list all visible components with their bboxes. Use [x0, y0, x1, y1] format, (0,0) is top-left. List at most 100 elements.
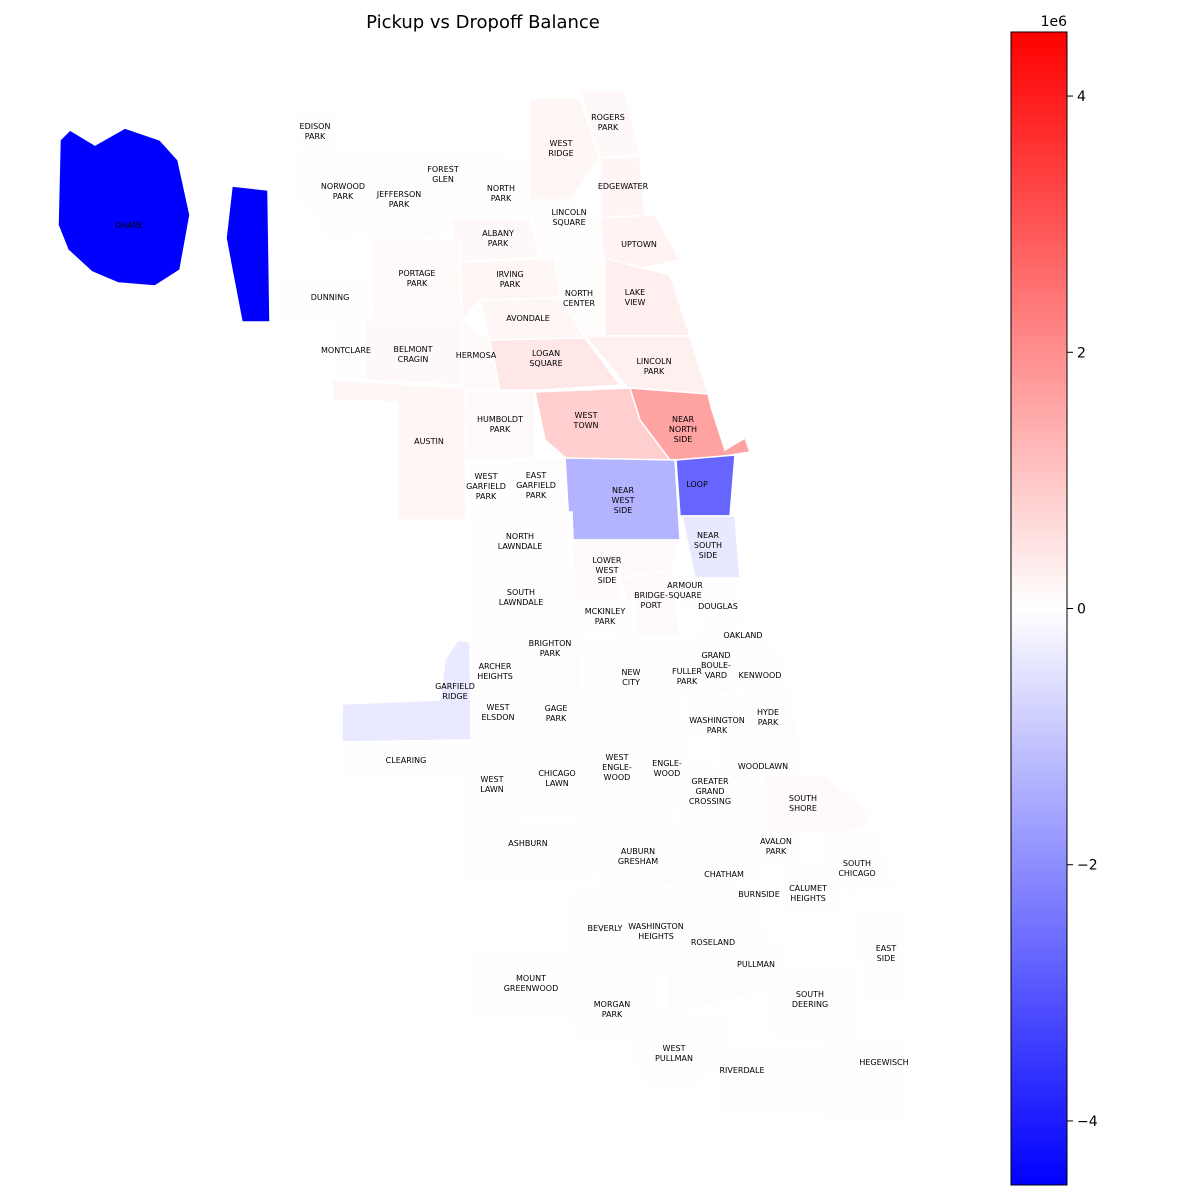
region-ohare — [57, 127, 271, 323]
label-gage-park: GAGE PARK — [545, 704, 568, 723]
label-garfield-ridge: GARFIELD RIDGE — [435, 682, 475, 701]
region-east-side — [854, 911, 906, 1001]
label-east-garfield-park: EAST GARFIELD PARK — [516, 471, 556, 500]
label-edgewater: EDGEWATER — [598, 182, 649, 191]
label-west-lawn: WEST LAWN — [480, 775, 504, 794]
region-north-lawndale — [467, 511, 575, 571]
region-uptown — [599, 214, 682, 277]
label-avalon-park: AVALON PARK — [760, 837, 792, 856]
colorbar-ticks: 4 2 0 −2 −4 — [1067, 89, 1098, 1130]
label-jefferson-park: JEFFERSON PARK — [376, 190, 422, 209]
label-auburn-gresham: AUBURN GRESHAM — [618, 847, 658, 866]
label-washington-park: WASHINGTON PARK — [689, 716, 744, 735]
region-riverdale — [714, 1044, 821, 1116]
label-beverly: BEVERLY — [588, 924, 623, 933]
label-norwood-park: NORWOOD PARK — [321, 182, 365, 201]
colorbar-tick-label: 2 — [1077, 345, 1086, 361]
map-labels: OHARE EDISON PARK NORWOOD PARK JEFFERSON PARK F… — [115, 113, 909, 1075]
label-ohare: OHARE — [115, 221, 143, 230]
label-albany-park: ALBANY PARK — [482, 229, 514, 248]
region-east-garfield-park — [504, 459, 566, 511]
label-north-lawndale: NORTH LAWNDALE — [498, 532, 543, 551]
region-logan-square — [489, 337, 622, 391]
region-new-city — [579, 635, 681, 719]
label-burnside: BURNSIDE — [738, 890, 780, 899]
region-near-north-side — [628, 387, 752, 461]
label-forest-glen: FOREST GLEN — [427, 165, 459, 184]
region-west-ridge — [529, 97, 601, 201]
label-chicago-lawn: CHICAGO LAWN — [538, 769, 575, 788]
label-portage-park: PORTAGE PARK — [399, 269, 436, 288]
label-irving-park: IRVING PARK — [496, 270, 524, 289]
label-clearing: CLEARING — [386, 756, 427, 765]
label-loop: LOOP — [686, 480, 708, 489]
label-north-park: NORTH PARK — [487, 184, 515, 203]
label-uptown: UPTOWN — [621, 240, 657, 249]
label-west-ridge: WEST RIDGE — [548, 139, 573, 158]
label-rogers-park: ROGERS PARK — [591, 113, 625, 132]
colorbar-tick-label: −2 — [1077, 858, 1098, 874]
label-lincoln-park: LINCOLN PARK — [636, 357, 671, 376]
label-north-center: NORTH CENTER — [563, 289, 596, 308]
region-dunning — [277, 281, 373, 323]
region-west-pullman — [627, 1011, 731, 1091]
label-south-shore: SOUTH SHORE — [789, 794, 817, 813]
region-kenwood — [739, 649, 791, 691]
region-lake-view — [604, 257, 692, 337]
region-ashburn — [463, 817, 597, 881]
label-new-city: NEW CITY — [622, 668, 641, 687]
label-chatham: CHATHAM — [704, 870, 744, 879]
label-morgan-park: MORGAN PARK — [594, 1000, 630, 1019]
label-montclare: MONTCLARE — [321, 346, 371, 355]
label-grand-boulevard: GRAND BOULE-VARD — [701, 651, 731, 680]
label-lincoln-square: LINCOLN SQUARE — [551, 208, 586, 227]
label-avondale: AVONDALE — [506, 314, 550, 323]
label-dunning: DUNNING — [311, 293, 350, 302]
label-near-south-side: NEAR SOUTH SIDE — [694, 531, 722, 560]
label-archer-heights: ARCHER HEIGHTS — [477, 662, 513, 681]
region-calumet-heights — [779, 864, 841, 913]
colorbar-scale-label: 1e6 — [1041, 14, 1068, 30]
label-south-lawndale: SOUTH LAWNDALE — [499, 588, 544, 607]
label-mckinley-park: MCKINLEY PARK — [585, 607, 626, 626]
label-hyde-park: HYDE PARK — [757, 708, 779, 727]
label-oakland: OAKLAND — [723, 631, 762, 640]
label-greater-grand-crossing: GREATER GRAND CROSSING — [689, 777, 731, 806]
label-edison-park: EDISON PARK — [300, 122, 331, 141]
label-douglas: DOUGLAS — [698, 602, 738, 611]
region-edison-park — [297, 107, 341, 153]
label-west-englewood: WEST ENGLE-WOOD — [602, 753, 632, 782]
region-south-shore — [764, 774, 874, 835]
colorbar-tick-label: 4 — [1077, 89, 1086, 105]
colorbar: 1e6 4 2 0 −2 −4 — [1010, 14, 1098, 1186]
colorbar-tick-label: −4 — [1077, 1114, 1098, 1130]
colorbar-tick-label: 0 — [1077, 602, 1086, 618]
region-west-lawn — [463, 739, 523, 829]
region-hegewisch — [819, 1039, 906, 1121]
label-fuller-park: FULLER PARK — [672, 667, 702, 686]
label-west-garfield-park: WEST GARFIELD PARK — [466, 472, 506, 501]
label-pullman: PULLMAN — [737, 960, 775, 969]
label-logan-square: LOGAN SQUARE — [529, 349, 562, 368]
region-garfield-ridge — [341, 639, 472, 743]
label-englewood: ENGLE-WOOD — [652, 759, 682, 778]
label-washington-heights: WASHINGTON HEIGHTS — [628, 922, 683, 941]
label-brighton-park: BRIGHTON PARK — [529, 639, 572, 658]
colorbar-gradient — [1010, 31, 1068, 1186]
region-lincoln-square — [529, 199, 601, 259]
label-mount-greenwood: MOUNT GREENWOOD — [504, 974, 559, 993]
region-humboldt-park — [464, 389, 536, 463]
region-chicago-lawn — [521, 737, 595, 819]
label-east-side: EAST SIDE — [876, 944, 897, 963]
label-roseland: ROSELAND — [691, 938, 735, 947]
region-austin — [331, 379, 467, 521]
label-lake-view: LAKE VIEW — [625, 288, 646, 307]
label-west-town: WEST TOWN — [572, 411, 598, 430]
label-bridgeport: BRIDGE-PORT — [634, 591, 668, 610]
region-norwood-park — [295, 149, 373, 239]
label-near-west-side: NEAR WEST SIDE — [612, 486, 635, 515]
label-near-north-side: NEAR NORTH SIDE — [669, 415, 697, 444]
label-calumet-heights: CALUMET HEIGHTS — [789, 884, 827, 903]
label-humboldt-park: HUMBOLDT PARK — [477, 415, 523, 434]
